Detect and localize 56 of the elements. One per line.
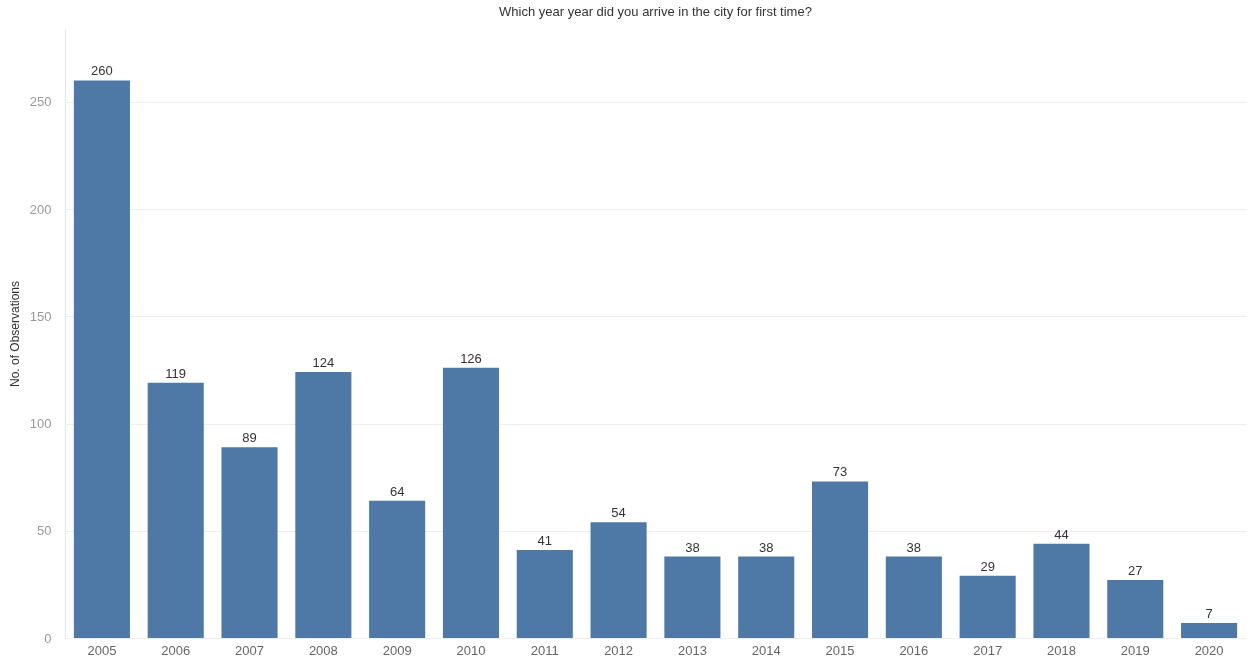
x-tick-label: 2019 bbox=[1120, 642, 1150, 658]
data-label: 38 bbox=[758, 539, 774, 555]
y-tick-label: 250 bbox=[29, 94, 52, 110]
y-tick-label: 100 bbox=[29, 416, 52, 432]
data-label: 126 bbox=[460, 350, 482, 366]
bar bbox=[590, 522, 647, 638]
data-label: 64 bbox=[389, 483, 405, 499]
y-tick-label: 0 bbox=[44, 630, 52, 646]
y-axis-title: No. of Observations bbox=[7, 280, 22, 388]
x-tick-label: 2011 bbox=[530, 642, 559, 658]
data-label: 260 bbox=[91, 63, 113, 79]
x-tick-label: 2018 bbox=[1047, 642, 1076, 658]
data-label: 7 bbox=[1205, 605, 1213, 621]
y-tick-label: 50 bbox=[37, 523, 52, 539]
x-tick-label: 2017 bbox=[973, 642, 1003, 658]
bar bbox=[147, 382, 204, 638]
bar bbox=[369, 500, 426, 638]
x-tick-label: 2013 bbox=[677, 642, 707, 658]
bar bbox=[738, 556, 795, 638]
x-tick-label: 2015 bbox=[825, 642, 855, 658]
y-tick-label: 200 bbox=[29, 201, 52, 217]
bar bbox=[221, 447, 278, 638]
x-tick-label: 2009 bbox=[382, 642, 412, 658]
data-label: 38 bbox=[685, 539, 700, 555]
bar bbox=[295, 372, 352, 638]
data-label: 119 bbox=[165, 365, 187, 381]
x-tick-label: 2006 bbox=[161, 642, 191, 658]
x-tick-label: 2008 bbox=[308, 642, 338, 658]
bar bbox=[73, 80, 130, 638]
data-label: 27 bbox=[1128, 563, 1143, 579]
x-tick-label: 2007 bbox=[235, 642, 264, 658]
bar bbox=[516, 550, 573, 638]
bar bbox=[442, 367, 500, 638]
y-tick-label: 150 bbox=[29, 308, 52, 324]
x-tick-label: 2016 bbox=[899, 642, 929, 658]
data-label: 38 bbox=[906, 539, 922, 555]
data-label: 44 bbox=[1054, 526, 1069, 542]
data-label: 41 bbox=[537, 533, 553, 549]
bar bbox=[1033, 543, 1090, 638]
data-label: 29 bbox=[980, 558, 995, 574]
data-label: 54 bbox=[611, 505, 626, 521]
bar bbox=[664, 556, 721, 638]
x-tick-label: 2020 bbox=[1194, 642, 1224, 658]
chart-title: Which year year did you arrive in the city for first time? bbox=[499, 4, 812, 19]
x-tick-label: 2005 bbox=[87, 642, 117, 658]
x-tick-label: 2010 bbox=[456, 642, 486, 658]
data-label: 73 bbox=[832, 464, 848, 480]
x-tick-label: 2012 bbox=[604, 642, 634, 658]
data-label: 89 bbox=[242, 430, 257, 446]
data-label: 124 bbox=[312, 355, 335, 371]
bar bbox=[959, 575, 1016, 638]
bar bbox=[1107, 580, 1164, 638]
bar bbox=[1181, 622, 1238, 638]
x-tick-label: 2014 bbox=[751, 642, 781, 658]
bar bbox=[885, 556, 942, 638]
bar bbox=[811, 481, 869, 638]
